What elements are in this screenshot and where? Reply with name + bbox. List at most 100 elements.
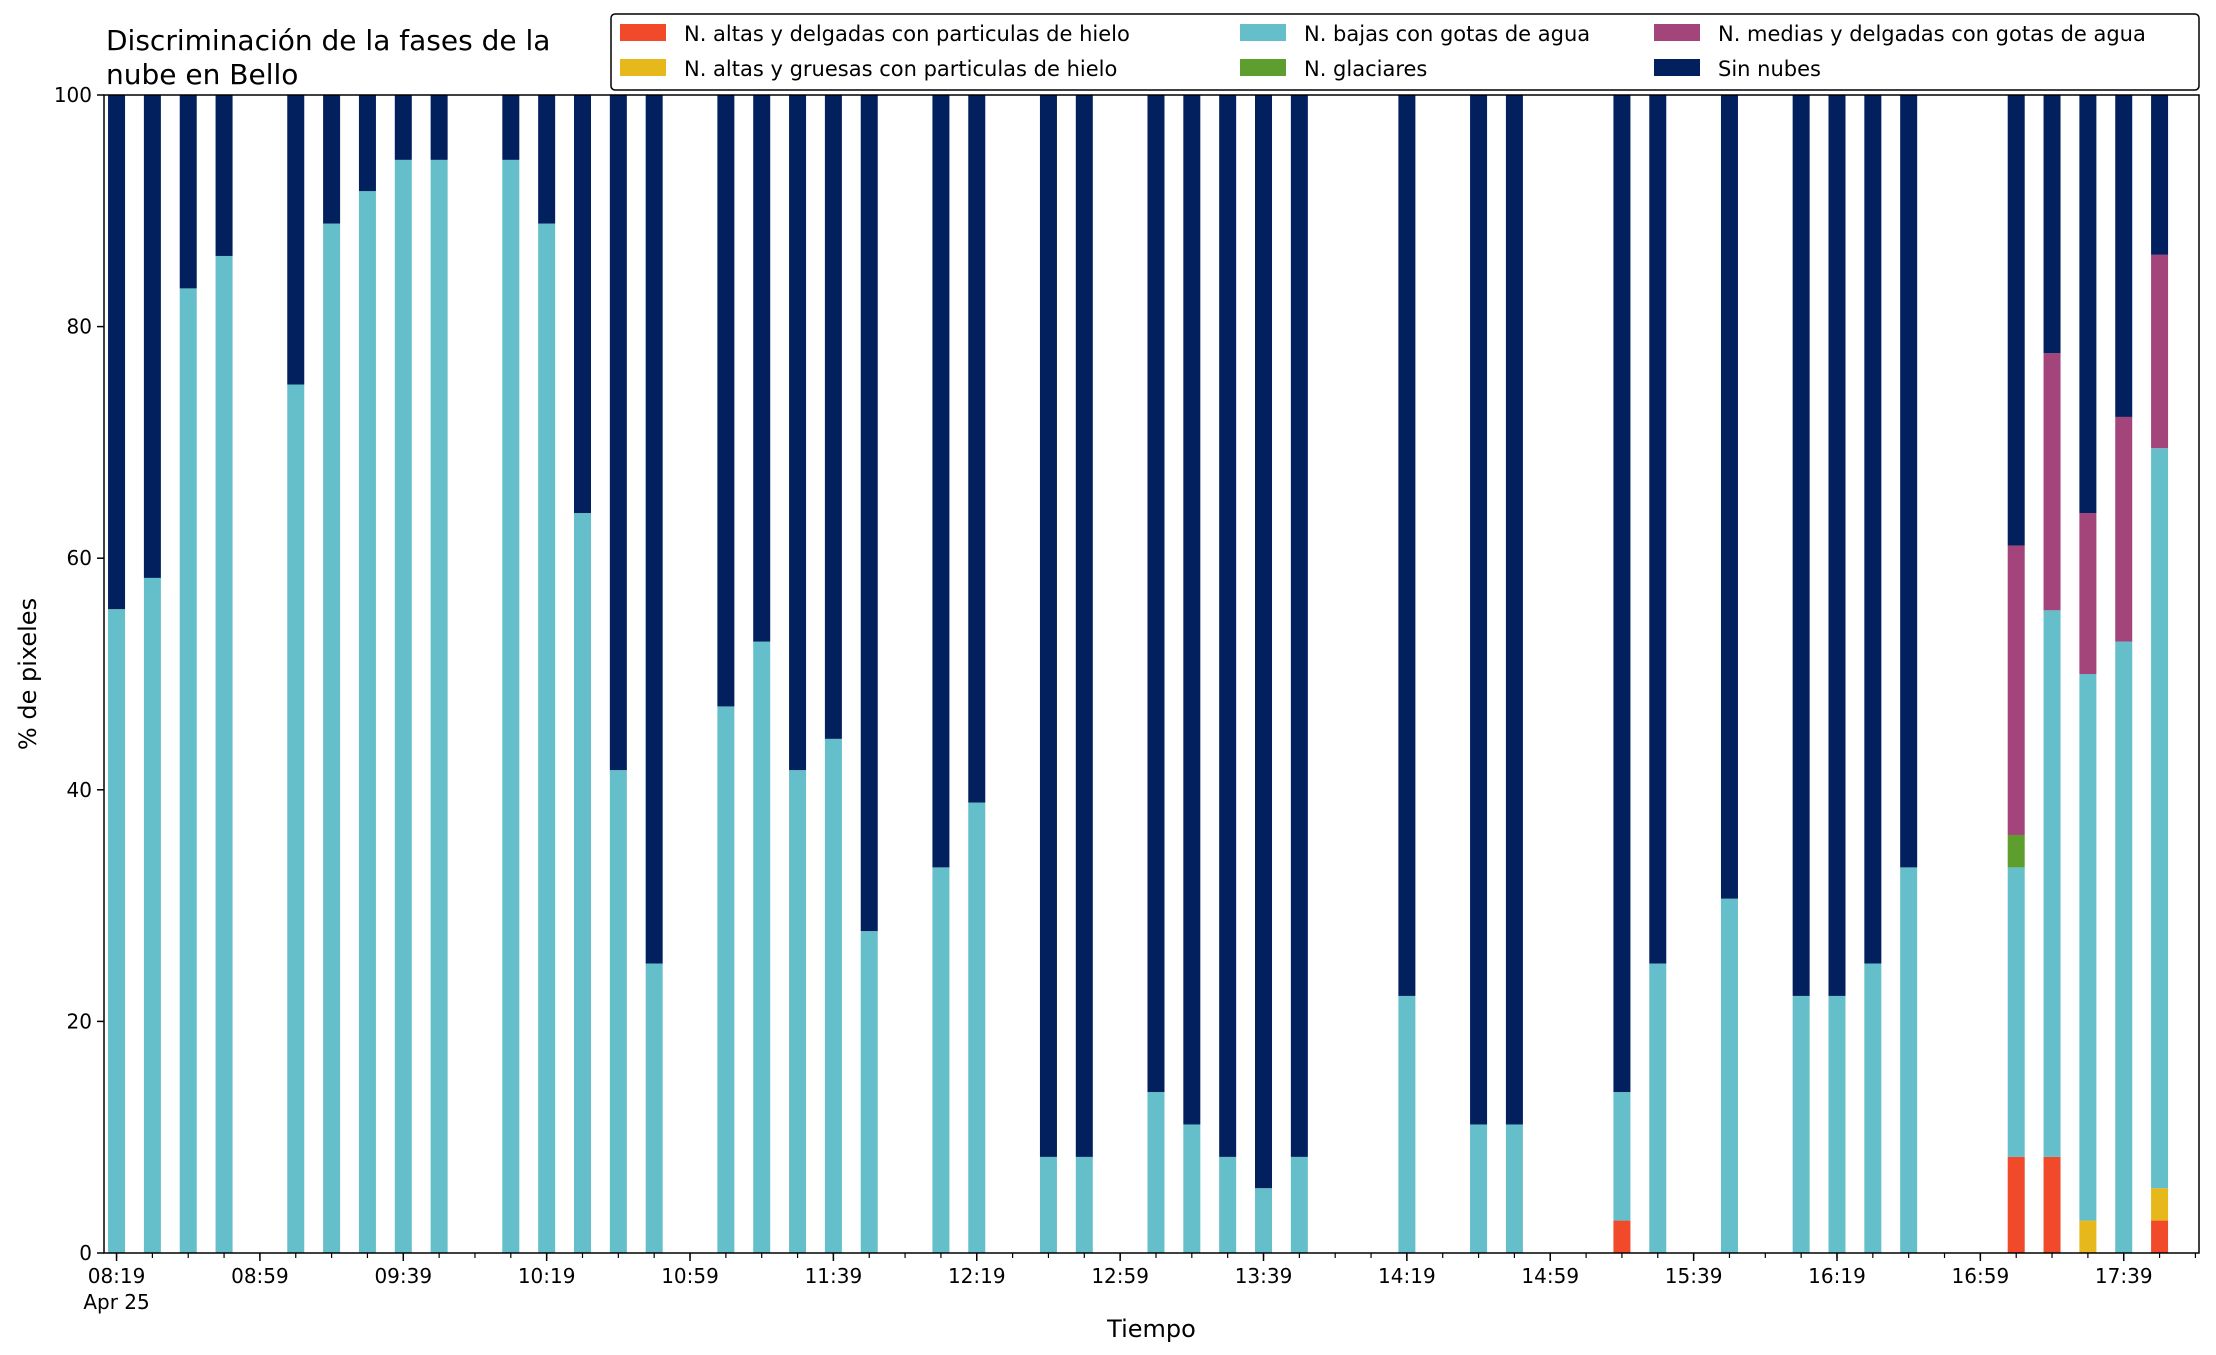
chart-title-line-2: nube en Bello [106,58,298,91]
bar-segment-bajas_agua [1183,1124,1201,1253]
bar-segment-bajas_agua [1505,1124,1523,1253]
y-axis: 0 20 40 60 80 100 [54,83,104,1265]
bar-segment-sin_nubes [717,95,735,707]
bar-segment-sin_nubes [968,95,986,803]
bar-stack-19 [932,95,950,1253]
bar-stack-8 [430,95,448,1253]
bar-segment-medias_agua [2079,513,2097,674]
bar-stack-17 [824,95,842,1253]
x-axis-label: Tiempo [1106,1315,1196,1343]
bar-segment-sin_nubes [645,95,663,964]
bar-segment-hielo_delgadas [2151,1220,2169,1253]
bar-stack-0 [108,95,126,1253]
x-tick-label: 15:39 [1665,1264,1723,1288]
bar-segment-sin_nubes [932,95,950,868]
bar-stack-18 [860,95,878,1253]
bar-segment-sin_nubes [2115,95,2133,417]
bar-segment-sin_nubes [1613,95,1631,1093]
bar-segment-bajas_agua [1900,867,1918,1253]
bar-segment-bajas_agua [1147,1092,1165,1253]
bar-segment-sin_nubes [609,95,627,771]
legend-label-medias_agua: N. medias y delgadas con gotas de agua [1718,22,2146,46]
bar-segment-glaciares [2007,834,2025,868]
bar-segment-sin_nubes [1398,95,1416,996]
bar-segment-sin_nubes [1792,95,1810,996]
bar-stack-21 [1039,95,1057,1253]
bar-segment-bajas_agua [2007,867,2025,1157]
bar-segment-bajas_agua [538,223,556,1254]
bar-segment-sin_nubes [824,95,842,739]
bar-stack-42 [2151,95,2169,1253]
bar-segment-sin_nubes [789,95,807,771]
bar-segment-bajas_agua [1290,1156,1308,1253]
bar-segment-bajas_agua [1219,1156,1237,1253]
bar-segment-sin_nubes [1183,95,1201,1125]
bar-stack-4 [287,95,305,1253]
bar-segment-bajas_agua [2115,641,2133,1253]
x-tick-label: 16:19 [1808,1264,1866,1288]
bar-segment-sin_nubes [573,95,591,514]
bar-stack-12 [609,95,627,1253]
y-tick-label: 20 [67,1009,92,1033]
bar-segment-bajas_agua [394,159,412,1253]
bar-segment-sin_nubes [179,95,197,289]
bar-stack-1 [143,95,161,1253]
bar-segment-sin_nubes [1900,95,1918,868]
bar-segment-bajas_agua [1649,963,1667,1253]
bar-segment-sin_nubes [1649,95,1667,964]
x-tick-label: 10:59 [661,1264,719,1288]
bar-segment-sin_nubes [323,95,341,224]
bar-segment-bajas_agua [287,384,305,1253]
y-tick-label: 0 [79,1241,92,1265]
legend-swatch-medias_agua [1654,24,1700,41]
bar-segment-sin_nubes [1470,95,1488,1125]
bar-segment-bajas_agua [1398,995,1416,1253]
bar-segment-bajas_agua [143,577,161,1253]
bar-segment-sin_nubes [1255,95,1273,1189]
bar-segment-hielo_delgadas [1613,1220,1631,1253]
bar-stack-28 [1398,95,1416,1253]
bar-stack-13 [645,95,663,1253]
legend-swatch-hielo_gruesas [620,59,666,76]
bar-segment-bajas_agua [609,770,627,1253]
bar-stack-24 [1183,95,1201,1253]
bar-segment-sin_nubes [358,95,376,192]
bar-stack-22 [1075,95,1093,1253]
bar-stack-11 [573,95,591,1253]
bar-segment-sin_nubes [287,95,305,385]
bar-segment-bajas_agua [824,738,842,1253]
bar-segment-sin_nubes [753,95,771,642]
bar-stack-20 [968,95,986,1253]
bar-segment-medias_agua [2007,545,2025,835]
bar-segment-bajas_agua [215,255,233,1253]
legend-label-hielo_gruesas: N. altas y gruesas con particulas de hie… [684,57,1117,81]
bar-stack-15 [753,95,771,1253]
bar-stack-25 [1219,95,1237,1253]
bar-segment-sin_nubes [1720,95,1738,899]
x-tick-label: 16:59 [1952,1264,2010,1288]
bar-segment-bajas_agua [430,159,448,1253]
bar-stack-39 [2043,95,2061,1253]
bar-stack-37 [1900,95,1918,1253]
bar-segment-bajas_agua [2043,610,2061,1157]
x-tick-label: 09:39 [374,1264,432,1288]
bar-segment-bajas_agua [2079,674,2097,1221]
y-tick-label: 60 [67,546,92,570]
x-tick-label: 10:19 [518,1264,576,1288]
bar-segment-sin_nubes [2079,95,2097,514]
plot-frame [103,94,2200,1254]
legend-swatch-glaciares [1240,59,1286,76]
bar-segment-sin_nubes [143,95,161,578]
bar-segment-bajas_agua [717,706,735,1253]
x-tick-label: 12:59 [1091,1264,1149,1288]
y-tick-label: 80 [67,315,92,339]
bar-stack-38 [2007,95,2025,1253]
bar-stack-35 [1828,95,1846,1253]
bar-segment-sin_nubes [538,95,556,224]
bar-segment-bajas_agua [179,288,197,1253]
bar-stack-3 [215,95,233,1253]
bar-segment-bajas_agua [968,802,986,1253]
bar-segment-sin_nubes [394,95,412,160]
x-tick-label: 12:19 [948,1264,1006,1288]
